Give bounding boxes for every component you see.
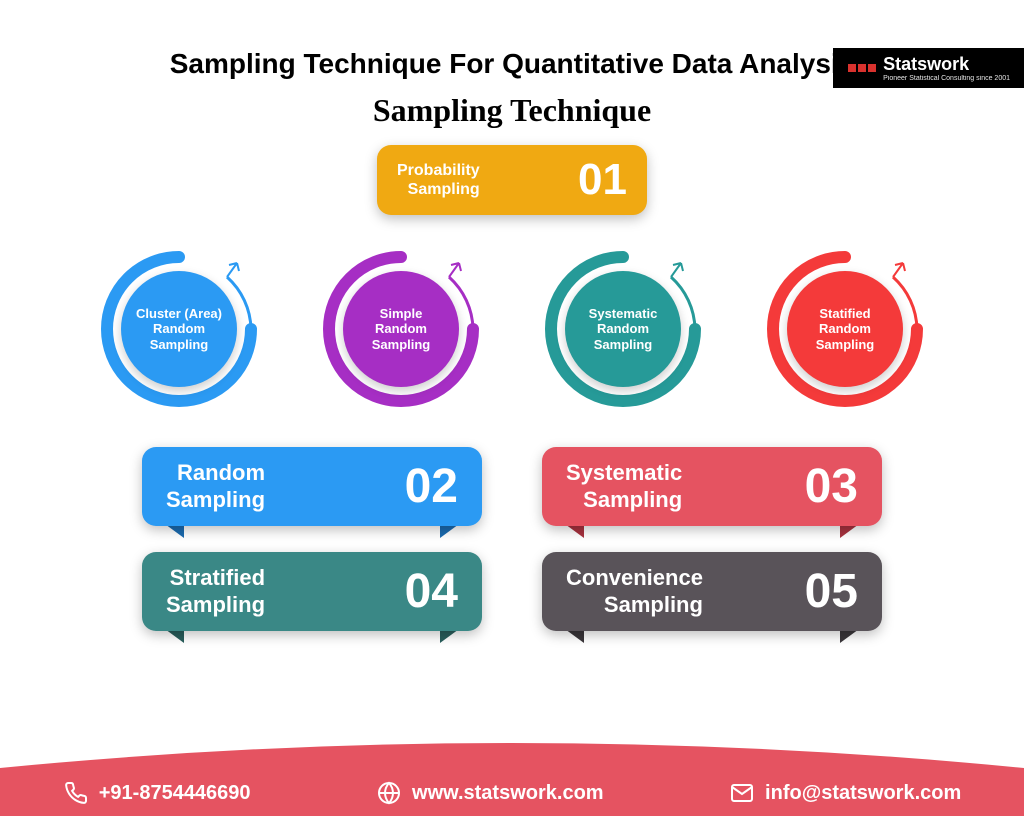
logo-cube	[858, 64, 866, 72]
footer-phone-text: +91-8754446690	[99, 782, 251, 805]
pill-box: RandomSampling 02	[142, 447, 482, 526]
circle-item: Cluster (Area)RandomSampling	[89, 239, 269, 419]
pill: ConvenienceSampling 05	[542, 552, 882, 631]
footer-phone: +91-8754446690	[63, 780, 251, 806]
pill: SystematicSampling 03	[542, 447, 882, 526]
footer-email-text: info@statswork.com	[765, 782, 961, 805]
circle-item: StatifiedRandomSampling	[755, 239, 935, 419]
pill-number: 04	[405, 564, 458, 619]
circle-core: StatifiedRandomSampling	[787, 271, 903, 387]
footer-web-text: www.statswork.com	[412, 782, 604, 805]
pill-label: RandomSampling	[166, 460, 265, 513]
circle-core: SystematicRandomSampling	[565, 271, 681, 387]
pill-number: 05	[805, 564, 858, 619]
phone-icon	[63, 780, 89, 806]
footer-web: www.statswork.com	[376, 780, 604, 806]
brand-logo: Statswork Pioneer Statistical Consulting…	[833, 48, 1024, 88]
pill-label: SystematicSampling	[566, 460, 682, 513]
pill-label: StratifiedSampling	[166, 565, 265, 618]
logo-cube	[868, 64, 876, 72]
pill: StratifiedSampling 04	[142, 552, 482, 631]
mail-icon	[729, 780, 755, 806]
logo-brand-name: Statswork	[883, 54, 1010, 75]
logo-cube	[848, 64, 856, 72]
pill-label-line: Sampling	[397, 180, 480, 199]
pill: RandomSampling 02	[142, 447, 482, 526]
circle-core: SimpleRandomSampling	[343, 271, 459, 387]
circles-row: Cluster (Area)RandomSampling SimpleRandom…	[0, 239, 1024, 419]
pill-number: 01	[578, 155, 627, 205]
pill-label-line: Probability	[397, 161, 480, 180]
footer: +91-8754446690 www.statswork.com info@st…	[0, 738, 1024, 816]
footer-email: info@statswork.com	[729, 780, 961, 806]
pill-label: ConvenienceSampling	[566, 565, 703, 618]
pill-box: StratifiedSampling 04	[142, 552, 482, 631]
logo-tagline: Pioneer Statistical Consulting since 200…	[883, 75, 1010, 82]
page-subtitle: Sampling Technique	[0, 92, 1024, 129]
circle-item: SystematicRandomSampling	[533, 239, 713, 419]
circle-core: Cluster (Area)RandomSampling	[121, 271, 237, 387]
lower-pills: RandomSampling 02 SystematicSampling 03 Stra…	[0, 447, 1024, 631]
pill-box: ConvenienceSampling 05	[542, 552, 882, 631]
pill-row: RandomSampling 02 SystematicSampling 03	[0, 447, 1024, 526]
logo-cubes	[847, 63, 877, 73]
pill-probability: Probability Sampling 01	[377, 145, 647, 215]
pill-row: StratifiedSampling 04 ConvenienceSampling 0…	[0, 552, 1024, 631]
circle-item: SimpleRandomSampling	[311, 239, 491, 419]
pill-number: 02	[405, 459, 458, 514]
pill-box: SystematicSampling 03	[542, 447, 882, 526]
pill-number: 03	[805, 459, 858, 514]
globe-icon	[376, 780, 402, 806]
